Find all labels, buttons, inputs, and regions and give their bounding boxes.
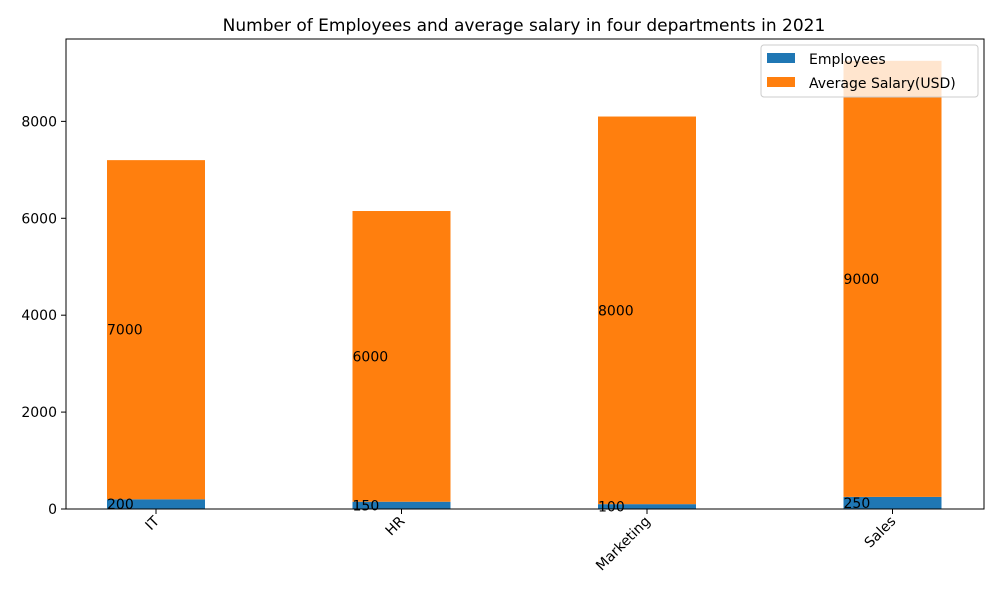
legend-swatch-average-salary bbox=[767, 77, 795, 87]
y-tick-label: 0 bbox=[48, 502, 57, 518]
bar-average-salary-usd-sales bbox=[843, 60, 942, 497]
data-label-employees-hr: 150 bbox=[353, 498, 380, 514]
data-label-average-salary-usd-it: 7000 bbox=[107, 323, 143, 339]
legend-frame bbox=[760, 44, 979, 98]
x-tick-label-it: IT bbox=[143, 513, 164, 534]
y-tick-label: 6000 bbox=[21, 211, 57, 227]
chart-title: Number of Employees and average salary i… bbox=[223, 16, 826, 36]
y-tick-label: 8000 bbox=[21, 114, 57, 130]
legend-label-employees: Employees bbox=[809, 52, 886, 68]
data-label-employees-marketing: 100 bbox=[598, 500, 625, 516]
data-label-average-salary-usd-hr: 6000 bbox=[353, 349, 389, 365]
y-tick-label: 2000 bbox=[21, 405, 57, 421]
bar-employees-it bbox=[107, 499, 205, 509]
data-label-employees-it: 200 bbox=[107, 497, 134, 513]
legend-label-average-salary: Average Salary(USD) bbox=[809, 76, 956, 92]
bar-employees-sales bbox=[843, 496, 942, 509]
y-tick-label: 4000 bbox=[21, 308, 57, 324]
bar-employees-marketing bbox=[598, 504, 696, 509]
x-tick-label-sales: Sales bbox=[862, 514, 900, 552]
bar-employees-hr bbox=[352, 501, 451, 509]
x-axis: IT HR Marketing Sales bbox=[143, 509, 900, 575]
x-tick-label-marketing: Marketing bbox=[593, 514, 654, 575]
legend: Employees Average Salary(USD) bbox=[760, 44, 979, 98]
legend-swatch-employees bbox=[767, 53, 795, 63]
bar-average-salary-usd-hr bbox=[352, 211, 451, 502]
data-label-average-salary-usd-marketing: 8000 bbox=[598, 303, 634, 319]
plot-area: 200 7000 150 6000 100 8000 250 9000 bbox=[107, 60, 942, 516]
data-label-average-salary-usd-sales: 9000 bbox=[844, 272, 880, 288]
data-label-employees-sales: 250 bbox=[844, 496, 871, 512]
x-tick-label-hr: HR bbox=[383, 513, 409, 539]
bar-average-salary-usd-it bbox=[107, 160, 205, 500]
y-axis: 0 2000 4000 6000 8000 bbox=[21, 114, 66, 518]
bar-average-salary-usd-marketing bbox=[598, 116, 696, 505]
plot-frame bbox=[65, 38, 985, 510]
